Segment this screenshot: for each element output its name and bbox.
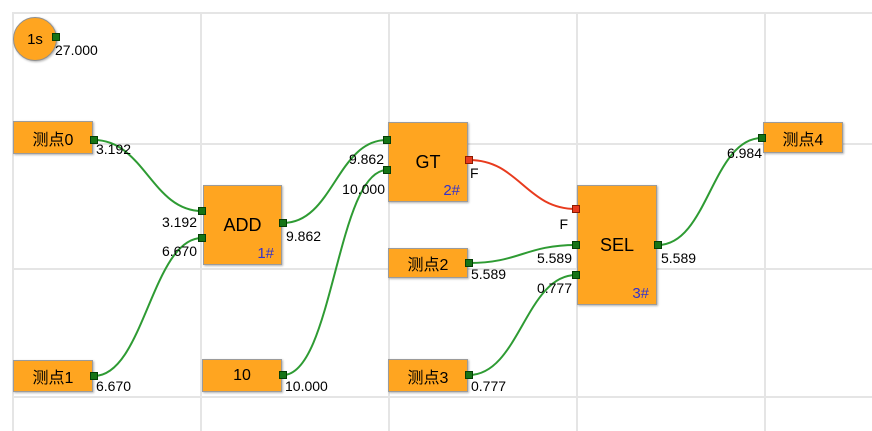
node-gt-label: GT <box>415 151 441 172</box>
wire-gt-to-sel-in1[interactable] <box>468 159 577 210</box>
instance-id-gt: 2# <box>443 182 460 199</box>
value-cedian4-in: 6.984 <box>726 145 762 161</box>
node-cedian3-label: 测点3 <box>407 369 449 387</box>
port-sel-out[interactable] <box>654 241 662 249</box>
port-sel-in3[interactable] <box>572 271 580 279</box>
port-add-out[interactable] <box>279 219 287 227</box>
node-sel-label: SEL <box>599 234 635 255</box>
node-gt[interactable]: GT 2# <box>388 122 468 202</box>
node-cedian4[interactable]: 测点4 <box>763 122 843 153</box>
node-const10-label: 10 <box>233 366 251 384</box>
node-cedian3[interactable]: 测点3 <box>388 359 468 392</box>
port-sel-in2[interactable] <box>572 241 580 249</box>
grid-line-vertical <box>388 12 390 431</box>
port-cedian0-out[interactable] <box>90 136 98 144</box>
wire-const10-to-gt-in2[interactable] <box>282 169 388 376</box>
port-add-in1[interactable] <box>198 207 206 215</box>
wire-cedian3-to-sel-in3[interactable] <box>468 274 577 376</box>
value-gt-in1: 9.862 <box>348 151 384 167</box>
node-cedian1[interactable]: 测点1 <box>13 360 93 392</box>
wire-add-to-gt-in1[interactable] <box>282 139 388 224</box>
port-gt-out[interactable] <box>465 156 473 164</box>
port-timer-out[interactable] <box>52 33 60 41</box>
wire-cedian2-to-sel-in2[interactable] <box>468 244 577 264</box>
node-cedian2[interactable]: 测点2 <box>388 248 468 278</box>
node-cedian2-label: 测点2 <box>407 257 449 274</box>
value-cedian1-out: 6.670 <box>96 378 132 394</box>
node-const10[interactable]: 10 <box>202 359 282 392</box>
node-cedian0-label: 测点0 <box>32 131 74 149</box>
value-add-out: 9.862 <box>286 228 322 244</box>
wire-cedian1-to-add-in2[interactable] <box>93 237 203 377</box>
port-cedian2-out[interactable] <box>465 259 473 267</box>
value-cedian0-out: 3.192 <box>96 141 132 157</box>
value-add-in2: 6.670 <box>161 243 197 259</box>
port-add-in2[interactable] <box>198 234 206 242</box>
value-sel-in1: F <box>559 216 568 232</box>
grid-line-horizontal <box>12 12 872 14</box>
timer-node[interactable]: 1s <box>13 17 57 61</box>
port-cedian3-out[interactable] <box>465 371 473 379</box>
node-cedian1-label: 测点1 <box>32 370 74 387</box>
port-cedian4-in[interactable] <box>758 134 766 142</box>
value-sel-out: 5.589 <box>661 250 697 266</box>
value-cedian3-out: 0.777 <box>471 378 507 394</box>
value-timer-out: 27.000 <box>55 42 98 58</box>
node-sel[interactable]: SEL 3# <box>577 185 657 305</box>
value-cedian2-out: 5.589 <box>471 266 507 282</box>
value-const10-out: 10.000 <box>285 378 328 394</box>
port-gt-in1[interactable] <box>383 136 391 144</box>
grid-line-horizontal <box>12 396 872 398</box>
port-sel-in1[interactable] <box>572 205 580 213</box>
wire-cedian0-to-add-in1[interactable] <box>93 139 203 212</box>
value-gt-out: F <box>470 165 479 181</box>
wire-sel-to-cedian4[interactable] <box>657 137 763 246</box>
value-gt-in2: 10.000 <box>342 181 385 197</box>
value-sel-in2: 5.589 <box>536 250 572 266</box>
node-add-label: ADD <box>223 214 262 235</box>
port-gt-in2[interactable] <box>383 166 391 174</box>
grid-line-vertical <box>764 12 766 431</box>
node-cedian0[interactable]: 测点0 <box>13 121 93 154</box>
port-const10-out[interactable] <box>279 371 287 379</box>
port-cedian1-out[interactable] <box>90 372 98 380</box>
value-add-in1: 3.192 <box>161 214 197 230</box>
instance-id-sel: 3# <box>632 285 649 302</box>
node-add[interactable]: ADD 1# <box>203 185 282 265</box>
timer-label: 1s <box>27 30 43 48</box>
value-sel-in3: 0.777 <box>536 280 572 296</box>
grid-line-vertical <box>200 12 202 431</box>
node-cedian4-label: 测点4 <box>782 131 824 149</box>
instance-id-add: 1# <box>257 245 274 262</box>
grid-line-vertical <box>12 12 14 431</box>
